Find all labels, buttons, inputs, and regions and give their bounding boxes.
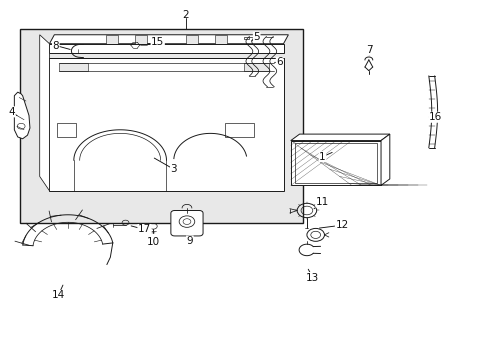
Polygon shape — [244, 63, 268, 71]
Bar — [294, 143, 376, 183]
Polygon shape — [215, 35, 227, 44]
Text: 13: 13 — [305, 273, 319, 283]
Text: 3: 3 — [170, 164, 177, 174]
Text: 14: 14 — [52, 291, 65, 301]
Text: 9: 9 — [186, 236, 193, 246]
Text: 6: 6 — [276, 57, 283, 67]
Polygon shape — [14, 92, 30, 139]
Polygon shape — [244, 37, 249, 39]
Text: 4: 4 — [9, 107, 15, 117]
Polygon shape — [224, 123, 254, 137]
Text: 7: 7 — [366, 45, 372, 55]
Bar — [20, 30, 303, 223]
Polygon shape — [105, 35, 118, 44]
Polygon shape — [380, 134, 389, 185]
Text: 10: 10 — [146, 237, 160, 247]
Polygon shape — [57, 123, 76, 137]
Polygon shape — [49, 58, 283, 191]
Text: 11: 11 — [315, 197, 328, 207]
Polygon shape — [290, 140, 380, 185]
Text: 12: 12 — [335, 220, 348, 230]
Text: 5: 5 — [253, 32, 260, 42]
Text: 2: 2 — [183, 10, 189, 20]
Text: 17: 17 — [138, 225, 151, 234]
Polygon shape — [49, 44, 283, 53]
FancyBboxPatch shape — [170, 211, 203, 236]
Text: 8: 8 — [52, 41, 59, 50]
Polygon shape — [290, 134, 389, 140]
Polygon shape — [185, 35, 198, 44]
Polygon shape — [40, 35, 49, 191]
Text: 15: 15 — [151, 37, 164, 47]
Polygon shape — [49, 35, 288, 44]
Polygon shape — [59, 63, 88, 71]
Text: 16: 16 — [428, 112, 441, 122]
Polygon shape — [135, 35, 147, 44]
Text: 1: 1 — [319, 152, 325, 162]
